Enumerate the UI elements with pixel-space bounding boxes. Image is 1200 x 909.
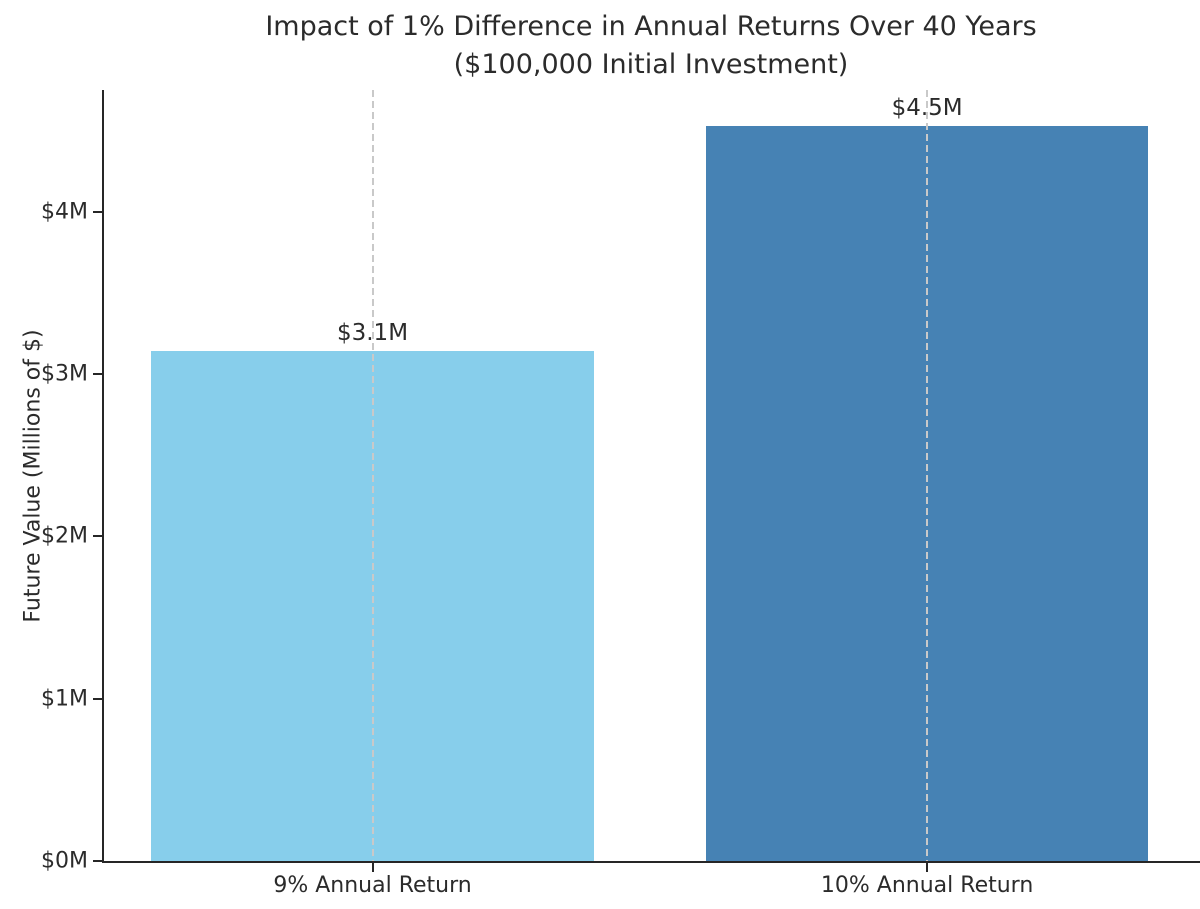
chart-title-line1: Impact of 1% Difference in Annual Return… — [265, 11, 1037, 42]
x-tick-label: 9% Annual Return — [273, 873, 472, 898]
x-tick-label: 10% Annual Return — [820, 873, 1034, 898]
y-tick-label: $2M — [41, 523, 88, 549]
x-tick — [926, 861, 929, 872]
bar-value-label: $4.5M — [891, 94, 963, 121]
y-tick — [93, 210, 104, 213]
gridline — [371, 90, 374, 861]
x-tick — [371, 861, 374, 872]
bar-value-label: $3.1M — [336, 320, 409, 347]
chart-title-line2: ($100,000 Initial Investment) — [453, 49, 849, 81]
y-tick-label: $1M — [41, 686, 88, 712]
y-tick — [93, 535, 104, 538]
y-tick-label: $0M — [41, 848, 88, 874]
y-tick — [93, 373, 104, 376]
gridline — [926, 90, 929, 861]
plot-area: $3.1M 9% Annual Return $4.5M 10% Annual Ret… — [41, 90, 1200, 898]
chart-title: Impact of 1% Difference in Annual Return… — [102, 8, 1200, 85]
y-tick-label: $4M — [41, 199, 88, 225]
y-tick — [93, 860, 104, 862]
y-tick-label: $3M — [41, 361, 88, 387]
y-tick — [93, 697, 104, 700]
